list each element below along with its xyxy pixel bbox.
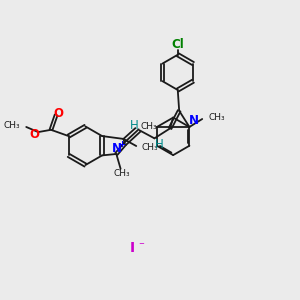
Text: CH₃: CH₃ bbox=[141, 143, 158, 152]
Text: N: N bbox=[189, 114, 199, 127]
Text: CH₃: CH₃ bbox=[140, 122, 157, 131]
Text: CH₃: CH₃ bbox=[114, 169, 130, 178]
Text: CH₃: CH₃ bbox=[208, 113, 225, 122]
Text: H: H bbox=[154, 137, 164, 151]
Text: CH₃: CH₃ bbox=[3, 121, 20, 130]
Text: H: H bbox=[130, 119, 139, 132]
Text: O: O bbox=[29, 128, 39, 141]
Text: ⁻: ⁻ bbox=[139, 241, 144, 251]
Text: O: O bbox=[54, 107, 64, 120]
Text: I: I bbox=[130, 241, 135, 255]
Text: Cl: Cl bbox=[172, 38, 184, 51]
Text: N: N bbox=[112, 142, 122, 155]
Text: +: + bbox=[118, 140, 125, 149]
